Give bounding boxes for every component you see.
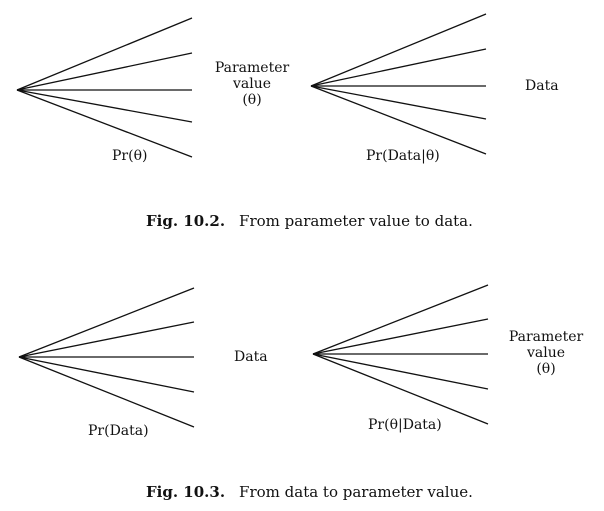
tree-label-pr-theta: Pr(θ) bbox=[112, 148, 148, 164]
figure-caption-10-2: Fig. 10.2. From parameter value to data. bbox=[146, 212, 473, 230]
branch-line bbox=[16, 52, 193, 91]
label-line: Parameter bbox=[214, 60, 290, 76]
branch-line bbox=[312, 284, 489, 355]
tree-10-2-left bbox=[16, 17, 193, 158]
caption-text: From parameter value to data. bbox=[239, 212, 473, 230]
caption-number: Fig. 10.3. bbox=[146, 483, 226, 501]
branch-line bbox=[18, 287, 195, 358]
tree-label-pr-theta-given-data: Pr(θ|Data) bbox=[368, 417, 442, 433]
branch-line bbox=[18, 356, 195, 428]
branch-line bbox=[16, 17, 193, 91]
branch-line bbox=[18, 356, 195, 393]
caption-number: Fig. 10.2. bbox=[146, 212, 226, 230]
branch-line bbox=[312, 318, 489, 355]
tree-label-pr-data-given-theta: Pr(Data|θ) bbox=[366, 148, 440, 164]
middle-label-parameter-value: Parameter value (θ) bbox=[208, 60, 296, 108]
middle-label-data: Data bbox=[234, 349, 268, 365]
label-line: value bbox=[526, 345, 566, 361]
label-line: (θ) bbox=[242, 92, 262, 108]
branch-line bbox=[310, 85, 487, 120]
label-line: value bbox=[232, 76, 272, 92]
label-line: (θ) bbox=[536, 361, 556, 377]
tree-label-pr-data: Pr(Data) bbox=[88, 423, 149, 439]
branch-line bbox=[312, 353, 489, 425]
tree-10-3-right bbox=[312, 284, 489, 425]
tree-10-2-right bbox=[310, 13, 487, 155]
end-label-parameter-value: Parameter value (θ) bbox=[500, 329, 592, 377]
branch-line bbox=[18, 321, 195, 358]
branch-line bbox=[16, 89, 193, 158]
branch-line bbox=[16, 89, 193, 123]
branch-line bbox=[310, 48, 487, 87]
branch-line bbox=[310, 13, 487, 87]
label-line: Parameter bbox=[508, 329, 584, 345]
branch-line bbox=[312, 353, 489, 390]
figure-caption-10-3: Fig. 10.3. From data to parameter value. bbox=[146, 483, 473, 501]
branch-line bbox=[310, 85, 487, 155]
end-label-data: Data bbox=[525, 78, 559, 94]
tree-10-3-left bbox=[18, 287, 195, 428]
caption-text: From data to parameter value. bbox=[239, 483, 473, 501]
